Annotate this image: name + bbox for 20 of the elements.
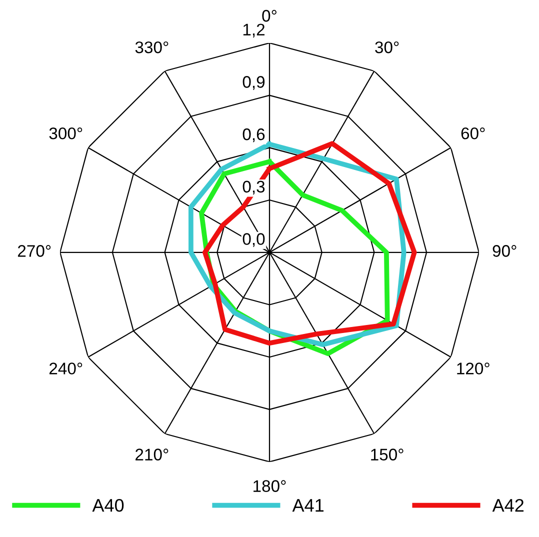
y-tick-label: 0,0: [242, 233, 265, 247]
spoke-label: 150°: [371, 448, 404, 460]
spoke-label: 330°: [135, 41, 168, 54]
legend-label: A42: [492, 498, 524, 512]
spoke-label: 300°: [49, 128, 82, 140]
spoke-label: 270°: [18, 245, 51, 257]
spoke-label: 120°: [457, 362, 490, 374]
spoke-label: 240°: [49, 362, 82, 374]
y-tick-label: 0,9: [242, 76, 265, 90]
y-tick-label: 1,2: [243, 24, 264, 38]
spoke-label: 90°: [492, 245, 516, 257]
y-tick-label: 0,6: [242, 128, 265, 142]
spoke-label: 0°: [262, 10, 276, 22]
y-tick-label: 0,3: [242, 180, 265, 195]
spoke-label: 180°: [254, 480, 286, 492]
spoke-label: 60°: [461, 128, 485, 140]
spoke-label: 30°: [375, 41, 399, 54]
legend-label: A40: [92, 498, 124, 512]
legend-label: A41: [292, 499, 324, 512]
spoke-label: 210°: [136, 448, 168, 460]
